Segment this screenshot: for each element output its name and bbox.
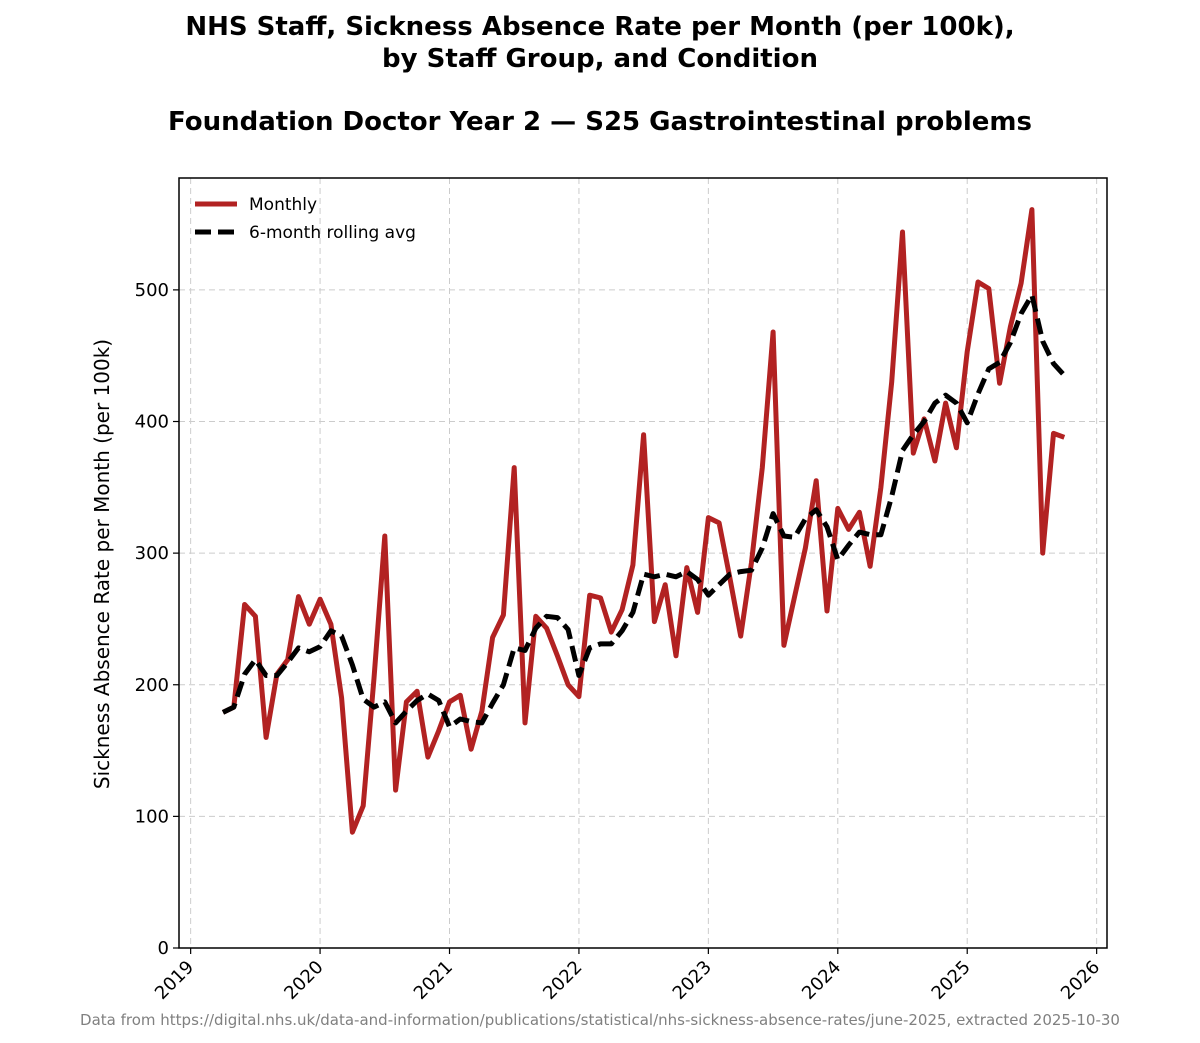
y-axis-label: Sickness Absence Rate per Month (per 100… [90,339,114,789]
x-tick-label: 2024 [798,957,845,1004]
source-footnote: Data from https://digital.nhs.uk/data-an… [80,1011,1120,1029]
chart-title-line-1: NHS Staff, Sickness Absence Rate per Mon… [185,12,1014,42]
legend: Monthly 6-month rolling avg [195,195,416,243]
series-line-rolling-avg [221,292,1067,730]
y-tick-label: 0 [158,938,169,959]
chart-subtitle: Foundation Doctor Year 2 — S25 Gastroint… [168,107,1032,137]
x-tick-label: 2021 [410,957,457,1004]
ticks: 0 100 200 300 400 500 2019 2020 2021 2022 2023 2024… [135,280,1105,1004]
y-tick-label: 300 [135,543,169,564]
plot-frame [178,177,1108,949]
series-layer [221,207,1067,835]
grid [179,178,1107,949]
y-tick-label: 200 [135,675,169,696]
y-tick-label: 100 [135,806,169,827]
x-tick-label: 2026 [1057,957,1104,1004]
y-tick-label: 500 [135,280,169,301]
x-tick-label: 2022 [539,957,586,1004]
legend-label-rolling: 6-month rolling avg [249,223,416,243]
x-tick-label: 2020 [280,957,327,1004]
x-tick-label: 2025 [928,957,975,1004]
x-tick-label: 2019 [151,957,198,1004]
x-tick-label: 2023 [669,957,716,1004]
chart-title-line-2: by Staff Group, and Condition [382,44,818,74]
y-tick-label: 400 [135,412,169,433]
series-line-monthly [221,207,1066,835]
legend-label-monthly: Monthly [249,195,317,215]
